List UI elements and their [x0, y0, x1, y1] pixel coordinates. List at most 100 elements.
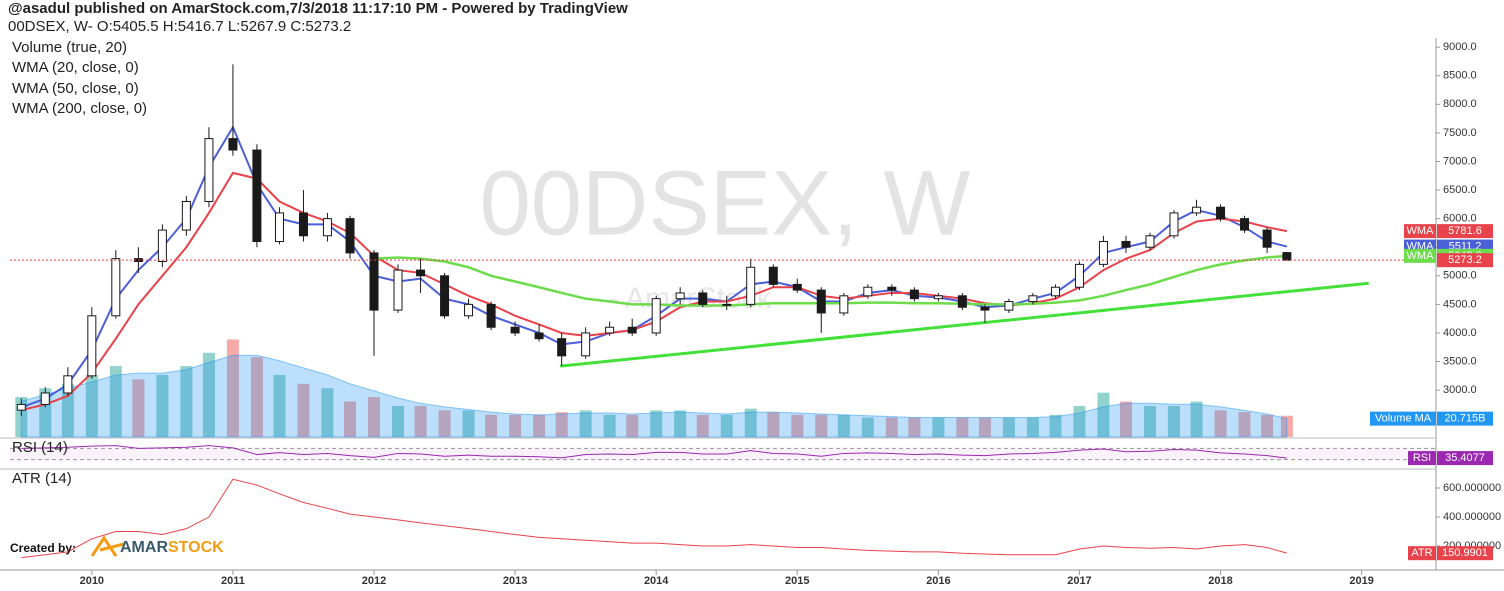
- legend-atr: ATR (14): [12, 470, 72, 487]
- y-tick-label: 3000.0: [1443, 384, 1477, 396]
- candle-body: [698, 292, 708, 305]
- value-badge: [1437, 546, 1493, 561]
- volume-bar: [908, 417, 921, 437]
- candle-body: [440, 275, 450, 317]
- volume-bar: [438, 410, 451, 437]
- candle-body: [16, 403, 26, 411]
- y-tick-label: 8500.0: [1443, 70, 1477, 82]
- volume-bar: [626, 414, 639, 437]
- volume-bar: [391, 405, 404, 437]
- y-tick-label: 3500.0: [1443, 355, 1477, 367]
- volume-bar: [1261, 414, 1274, 437]
- atr-tick-label: 600.000000: [1443, 482, 1501, 494]
- candle-body: [322, 218, 332, 237]
- volume-bar: [462, 410, 475, 437]
- volume-bar: [791, 414, 804, 437]
- candle-body: [816, 289, 826, 314]
- candle-body: [1074, 263, 1084, 288]
- y-tick-label: 8000.0: [1443, 98, 1477, 110]
- candle-body: [933, 295, 943, 300]
- candle-body: [792, 283, 802, 291]
- legend-volume: Volume (true, 20): [12, 39, 127, 56]
- volume-bar: [579, 410, 592, 437]
- value-badge-text: 5781.6: [1448, 225, 1482, 237]
- x-tick-label: 2010: [80, 575, 104, 587]
- candle-body: [63, 375, 73, 394]
- legend-wma: WMA (200, close, 0): [12, 100, 147, 117]
- volume-bar: [603, 414, 616, 437]
- name-badge-text: RSI: [1413, 452, 1431, 464]
- volume-bar: [696, 414, 709, 437]
- candle-body: [252, 149, 262, 243]
- volume-bar: [1120, 401, 1133, 437]
- volume-bar: [1190, 401, 1203, 437]
- volume-bar: [297, 383, 310, 437]
- volume-bar: [1097, 392, 1110, 437]
- name-badge: [1408, 451, 1436, 466]
- volume-bar: [720, 414, 733, 437]
- volume-bar: [885, 417, 898, 437]
- candle-body: [887, 286, 897, 291]
- volume-bar: [250, 357, 263, 437]
- candle-body: [228, 138, 238, 151]
- x-tick-label: 2013: [503, 575, 527, 587]
- value-badge: [1437, 451, 1493, 466]
- volume-bar: [1144, 405, 1156, 437]
- volume-bar: [156, 374, 169, 437]
- legend-wma: WMA (50, close, 0): [12, 80, 139, 97]
- x-tick-label: 2018: [1208, 575, 1232, 587]
- candle-body: [464, 303, 474, 317]
- volume-bar: [180, 366, 193, 437]
- created-by: Created by:: [10, 541, 76, 555]
- y-tick-label: 9000.0: [1443, 41, 1477, 53]
- wma-line: [373, 254, 1287, 307]
- candle-body: [722, 303, 732, 306]
- volume-bar: [1167, 405, 1180, 437]
- y-tick-label: 6500.0: [1443, 184, 1477, 196]
- value-badge: [1437, 411, 1493, 426]
- candle-body: [980, 306, 990, 311]
- candle-body: [675, 292, 685, 300]
- value-badge-text: 20.715B: [1445, 413, 1486, 425]
- volume-ma-area: [20, 354, 1288, 438]
- volume-bar: [368, 397, 381, 437]
- y-tick-label: 7500.0: [1443, 127, 1477, 139]
- volume-bar: [273, 374, 286, 437]
- candle-body: [557, 338, 567, 357]
- candle-body: [1262, 229, 1272, 248]
- x-tick-label: 2015: [785, 575, 809, 587]
- legend-wma: WMA (20, close, 0): [12, 59, 139, 76]
- volume-bar: [674, 410, 687, 437]
- y-tick-label: 5000.0: [1443, 270, 1477, 282]
- candle-body: [157, 229, 167, 263]
- candle-body: [345, 218, 355, 254]
- value-badge: [1437, 253, 1493, 268]
- candle-body: [204, 138, 214, 202]
- candle-body: [510, 326, 520, 334]
- volume-bar: [1049, 414, 1062, 437]
- volume-bar: [1002, 417, 1015, 437]
- watermark-layer: 00DSEX, W - AmarStock: [480, 152, 971, 315]
- x-tick-label: 2011: [221, 575, 245, 587]
- volume-bar: [1238, 412, 1251, 437]
- candle-body: [768, 266, 778, 285]
- header-line: @asadul published on AmarStock.com,7/3/2…: [8, 0, 628, 17]
- volume-bar: [202, 352, 215, 437]
- volume-bar: [650, 410, 663, 437]
- value-badge-text: 5273.2: [1448, 254, 1482, 266]
- name-badge-text: WMA: [1407, 250, 1435, 262]
- candle-body: [1028, 295, 1038, 303]
- volume-bar: [861, 417, 874, 437]
- value-badge-text: 150.9901: [1442, 547, 1488, 559]
- x-tick-label: 2014: [644, 575, 669, 587]
- name-badge-text: Volume MA: [1375, 413, 1432, 425]
- candle-body: [651, 298, 661, 334]
- y-tick-label: 4500.0: [1443, 298, 1477, 310]
- x-tick-label: 2012: [362, 575, 386, 587]
- candle-body: [274, 212, 284, 243]
- name-badge-text: WMA: [1407, 225, 1435, 237]
- candle-body: [1050, 286, 1060, 297]
- candle-body: [863, 286, 873, 297]
- volume-bar: [509, 414, 522, 437]
